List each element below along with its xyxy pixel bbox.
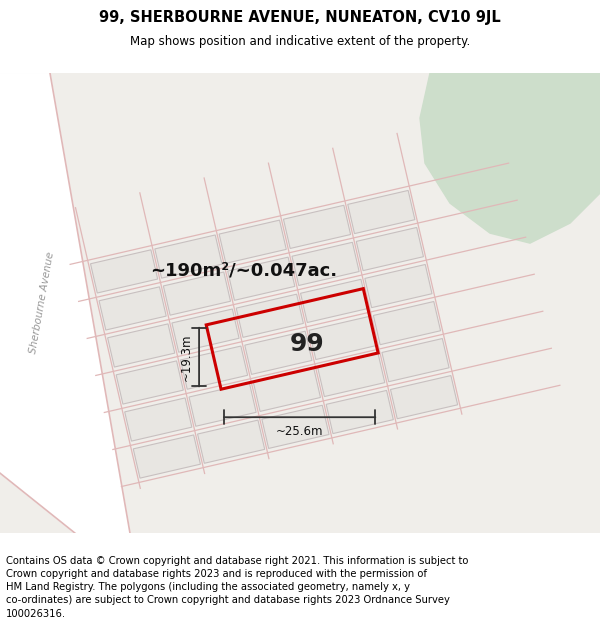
Polygon shape bbox=[348, 191, 415, 234]
Polygon shape bbox=[107, 324, 175, 367]
Polygon shape bbox=[189, 383, 256, 426]
Polygon shape bbox=[382, 339, 449, 382]
Text: ~190m²/~0.047ac.: ~190m²/~0.047ac. bbox=[149, 261, 337, 279]
Polygon shape bbox=[326, 391, 394, 434]
Polygon shape bbox=[181, 346, 248, 389]
Polygon shape bbox=[125, 398, 192, 441]
Polygon shape bbox=[283, 205, 350, 249]
Polygon shape bbox=[0, 73, 130, 533]
Text: Contains OS data © Crown copyright and database right 2021. This information is : Contains OS data © Crown copyright and d… bbox=[6, 556, 469, 619]
Polygon shape bbox=[0, 73, 600, 533]
Polygon shape bbox=[91, 250, 158, 293]
Polygon shape bbox=[163, 272, 230, 315]
Polygon shape bbox=[373, 301, 440, 344]
Polygon shape bbox=[236, 294, 304, 338]
Polygon shape bbox=[245, 331, 312, 374]
Polygon shape bbox=[219, 220, 286, 263]
Polygon shape bbox=[365, 264, 432, 308]
Polygon shape bbox=[309, 316, 376, 359]
Polygon shape bbox=[227, 257, 295, 301]
Text: ~25.6m: ~25.6m bbox=[276, 425, 323, 438]
Polygon shape bbox=[116, 361, 184, 404]
Polygon shape bbox=[99, 287, 166, 330]
Polygon shape bbox=[155, 235, 222, 278]
Polygon shape bbox=[172, 309, 239, 352]
Text: 99, SHERBOURNE AVENUE, NUNEATON, CV10 9JL: 99, SHERBOURNE AVENUE, NUNEATON, CV10 9J… bbox=[99, 10, 501, 25]
Polygon shape bbox=[391, 376, 458, 419]
Polygon shape bbox=[133, 435, 200, 478]
Text: Map shows position and indicative extent of the property.: Map shows position and indicative extent… bbox=[130, 35, 470, 48]
Text: ~19.3m: ~19.3m bbox=[179, 333, 193, 381]
Polygon shape bbox=[301, 279, 368, 322]
Polygon shape bbox=[262, 405, 329, 448]
Polygon shape bbox=[420, 73, 600, 243]
Polygon shape bbox=[356, 228, 424, 271]
Text: 99: 99 bbox=[290, 332, 325, 356]
Polygon shape bbox=[317, 353, 385, 396]
Polygon shape bbox=[197, 420, 265, 463]
Polygon shape bbox=[253, 368, 320, 411]
Text: Sherbourne Avenue: Sherbourne Avenue bbox=[28, 251, 56, 355]
Polygon shape bbox=[292, 242, 359, 286]
